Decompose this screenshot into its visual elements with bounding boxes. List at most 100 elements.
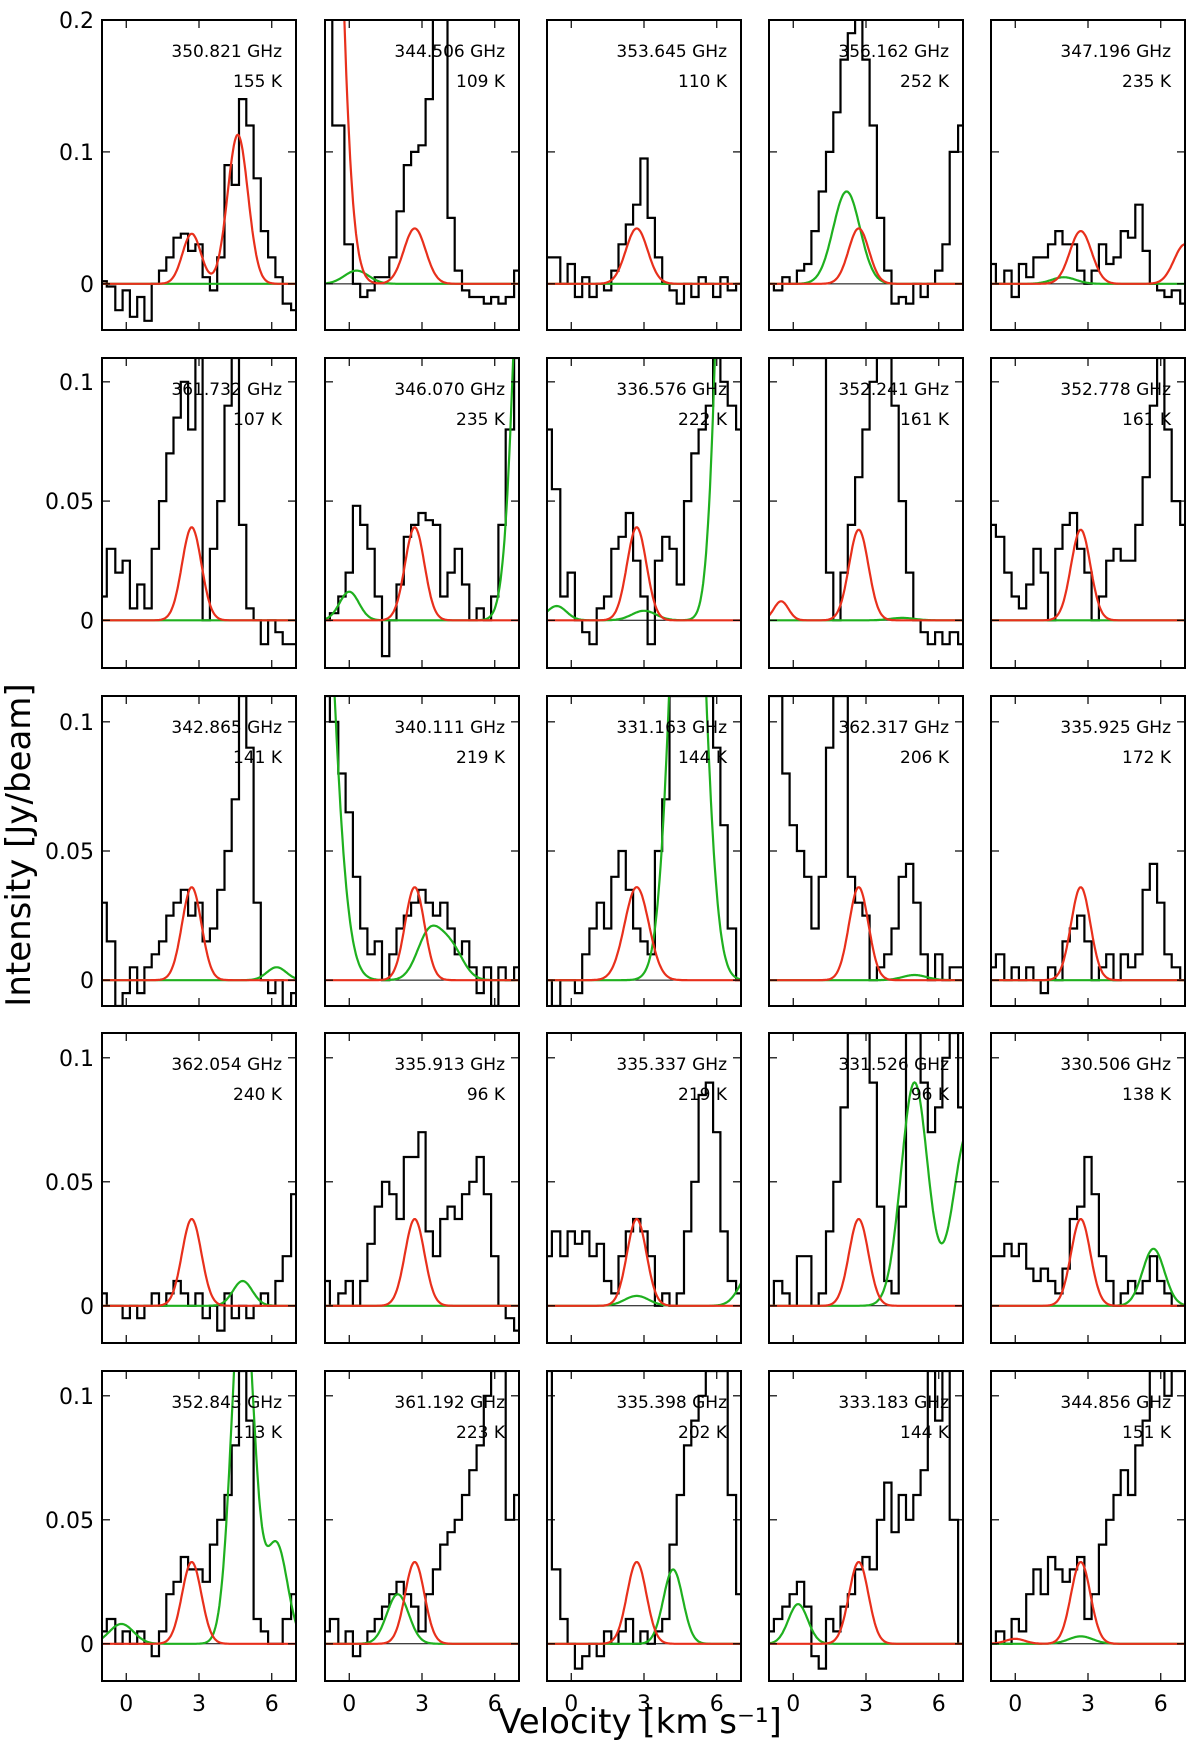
spectrum-panel: 0 0.05 0.1 342.865 GHz 141 K <box>45 695 297 1007</box>
observed-spectrum <box>769 696 963 982</box>
observed-spectrum <box>991 1155 1185 1307</box>
x-axis-label: Velocity [km s⁻¹] <box>498 1702 782 1742</box>
plot-area <box>547 696 741 1006</box>
spectrum-panel: 0 0.05 0.1 361.732 GHz 107 K <box>45 357 297 669</box>
frequency-label: 344.506 GHz <box>394 42 505 62</box>
model-red-curve <box>991 230 1185 285</box>
model-green-curve <box>325 269 519 285</box>
model-green-curve <box>991 1247 1185 1307</box>
y-tick-label: 0.1 <box>59 371 94 396</box>
temperature-label: 219 K <box>456 748 506 768</box>
model-red-curve <box>547 886 741 982</box>
plot-area <box>102 98 296 322</box>
x-tick-label: 3 <box>1081 1692 1095 1717</box>
frequency-label: 346.070 GHz <box>394 380 505 400</box>
x-tick-label: 0 <box>342 1692 356 1717</box>
frequency-label: 331.163 GHz <box>616 718 727 738</box>
y-tick-label: 0.2 <box>59 9 94 34</box>
model-red-curve <box>991 528 1185 622</box>
panel-frame <box>324 1370 520 1682</box>
frequency-label: 330.506 GHz <box>1060 1055 1171 1075</box>
spectrum-panel: 0 3 6 361.192 GHz 223 K <box>324 1370 520 1717</box>
y-tick-label: 0.1 <box>59 1385 94 1410</box>
observed-spectrum <box>769 1033 963 1307</box>
x-tick-label: 3 <box>415 1692 429 1717</box>
panel-frame <box>101 1370 297 1682</box>
observed-spectrum <box>325 358 519 658</box>
temperature-label: 113 K <box>233 1423 283 1443</box>
panel-frame <box>990 695 1186 1007</box>
y-tick-label: 0 <box>80 609 94 634</box>
model-green-curve <box>325 1593 519 1645</box>
observed-spectrum <box>547 1081 741 1307</box>
plot-area <box>325 696 519 1006</box>
temperature-label: 172 K <box>1122 748 1172 768</box>
plot-area <box>102 358 296 646</box>
observed-spectrum <box>102 1371 296 1658</box>
plot-area <box>991 1155 1185 1307</box>
panel-frame <box>990 1032 1186 1344</box>
model-red-curve <box>769 528 963 622</box>
y-tick-label: 0 <box>80 1295 94 1320</box>
temperature-label: 206 K <box>900 748 950 768</box>
spectrum-panel: 353.645 GHz 110 K <box>546 19 742 331</box>
model-red-curve <box>547 227 741 285</box>
frequency-label: 362.054 GHz <box>171 1055 282 1075</box>
plot-area <box>325 20 519 305</box>
frequency-label: 353.645 GHz <box>616 42 727 62</box>
observed-spectrum <box>102 1193 296 1332</box>
observed-spectrum <box>547 1371 741 1670</box>
y-tick-label: 0.1 <box>59 1047 94 1072</box>
plot-area <box>102 696 296 1006</box>
y-tick-label: 0 <box>80 969 94 994</box>
observed-spectrum <box>102 358 296 646</box>
temperature-label: 235 K <box>1122 72 1172 92</box>
model-red-curve <box>991 1561 1185 1645</box>
model-red-curve <box>547 526 741 622</box>
model-red-curve <box>991 886 1185 982</box>
observed-spectrum <box>325 1371 519 1658</box>
model-red-curve <box>547 1218 741 1307</box>
model-green-curve <box>769 1602 963 1645</box>
temperature-label: 219 K <box>678 1085 728 1105</box>
observed-spectrum <box>991 203 1185 305</box>
spectrum-panel: 335.925 GHz 172 K <box>990 695 1186 1007</box>
spectrum-panel: 0 3 6 0 0.05 0.1 352.843 GHz 113 K <box>45 1370 297 1717</box>
x-tick-label: 6 <box>932 1692 946 1717</box>
panel-frame <box>101 695 297 1007</box>
spectrum-panel: 362.317 GHz 206 K <box>768 695 964 1007</box>
y-tick-label: 0.05 <box>45 1509 94 1534</box>
observed-spectrum <box>991 358 1185 622</box>
temperature-label: 240 K <box>233 1085 283 1105</box>
panel-frame <box>768 357 964 669</box>
spectrum-panel: 346.070 GHz 235 K <box>324 357 520 669</box>
panel-frame <box>101 357 297 669</box>
model-red-curve <box>102 526 296 622</box>
model-red-curve <box>102 133 296 285</box>
observed-spectrum <box>325 1131 519 1332</box>
plot-area <box>769 1371 963 1670</box>
x-tick-label: 6 <box>488 1692 502 1717</box>
x-tick-label: 0 <box>786 1692 800 1717</box>
x-tick-label: 0 <box>564 1692 578 1717</box>
spectrum-panel: 340.111 GHz 219 K <box>324 695 520 1007</box>
frequency-label: 331.526 GHz <box>838 1055 949 1075</box>
temperature-label: 222 K <box>678 410 728 430</box>
model-red-curve <box>769 1561 963 1645</box>
spectrum-panel: 335.913 GHz 96 K <box>324 1032 520 1344</box>
frequency-label: 340.111 GHz <box>394 718 505 738</box>
panel-frame <box>101 1032 297 1344</box>
spectrum-panel: 0 3 6 344.856 GHz 151 K <box>990 1370 1186 1717</box>
model-red-curve <box>769 886 963 982</box>
spectrum-panel: 352.241 GHz 161 K <box>768 357 964 669</box>
model-red-curve <box>325 886 519 982</box>
spectrum-panel: 356.162 GHz 252 K <box>768 19 964 331</box>
x-tick-label: 6 <box>265 1692 279 1717</box>
x-tick-label: 3 <box>859 1692 873 1717</box>
temperature-label: 202 K <box>678 1423 728 1443</box>
plot-area <box>991 862 1185 995</box>
plot-area <box>991 203 1185 305</box>
temperature-label: 141 K <box>233 748 283 768</box>
plot-area <box>547 1371 741 1670</box>
